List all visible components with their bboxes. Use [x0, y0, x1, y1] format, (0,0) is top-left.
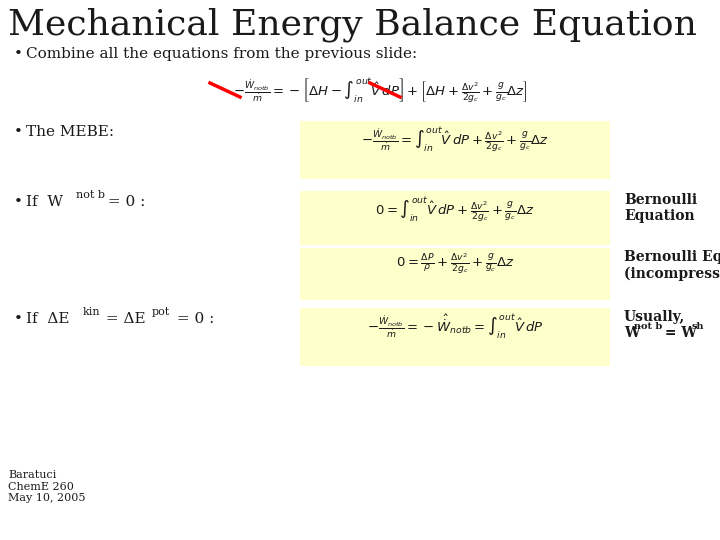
- Text: = ΔE: = ΔE: [101, 312, 145, 326]
- Text: •: •: [14, 195, 23, 209]
- Text: •: •: [14, 125, 23, 139]
- Text: Bernoulli
Equation: Bernoulli Equation: [624, 193, 697, 223]
- Text: •: •: [14, 312, 23, 326]
- Text: $-\frac{\dot{W}_{notb}}{\dot{m}} = \int_{in}^{out}\hat{V}\,dP + \frac{\Delta v^2: $-\frac{\dot{W}_{notb}}{\dot{m}} = \int_…: [361, 125, 549, 153]
- Text: = 0 :: = 0 :: [103, 195, 145, 209]
- Text: $-\frac{\dot{W}_{notb}}{\dot{m}} = -\hat{\dot{W}}_{notb} = \int_{in}^{out}\hat{V: $-\frac{\dot{W}_{notb}}{\dot{m}} = -\hat…: [366, 312, 544, 341]
- Text: W: W: [624, 326, 639, 340]
- Text: = 0 :: = 0 :: [172, 312, 215, 326]
- Text: not b: not b: [76, 190, 105, 200]
- Text: The MEBE:: The MEBE:: [26, 125, 114, 139]
- Text: Baratuci
ChemE 260
May 10, 2005: Baratuci ChemE 260 May 10, 2005: [8, 470, 86, 503]
- FancyBboxPatch shape: [300, 308, 610, 366]
- Text: Combine all the equations from the previous slide:: Combine all the equations from the previ…: [26, 47, 418, 61]
- Text: kin: kin: [83, 307, 101, 317]
- FancyBboxPatch shape: [300, 121, 610, 179]
- Text: If  W: If W: [26, 195, 63, 209]
- Text: Mechanical Energy Balance Equation: Mechanical Energy Balance Equation: [8, 7, 697, 42]
- Text: $0 = \int_{in}^{out}\hat{V}\,dP + \frac{\Delta v^2}{2g_c} + \frac{g}{g_c}\Delta : $0 = \int_{in}^{out}\hat{V}\,dP + \frac{…: [375, 195, 535, 224]
- Text: $-\frac{\dot{W}_{notb}}{\dot{m}} = -\left[\Delta H - \int_{in}^{out}\hat{V}\,dP\: $-\frac{\dot{W}_{notb}}{\dot{m}} = -\lef…: [233, 76, 528, 105]
- Text: If  ΔE: If ΔE: [26, 312, 70, 326]
- FancyBboxPatch shape: [300, 191, 610, 245]
- Text: not b: not b: [634, 322, 662, 331]
- Text: = W: = W: [660, 326, 697, 340]
- Text: sh: sh: [692, 322, 704, 331]
- Text: $0 = \frac{\Delta P}{\rho} + \frac{\Delta v^2}{2g_c} + \frac{g}{g_c}\Delta z$: $0 = \frac{\Delta P}{\rho} + \frac{\Delt…: [396, 252, 514, 276]
- Text: Bernoulli Equation
(incompressible fluid): Bernoulli Equation (incompressible fluid…: [624, 250, 720, 281]
- Text: Usually,: Usually,: [624, 310, 685, 324]
- FancyBboxPatch shape: [300, 248, 610, 300]
- Text: •: •: [14, 47, 23, 61]
- Text: pot: pot: [152, 307, 170, 317]
